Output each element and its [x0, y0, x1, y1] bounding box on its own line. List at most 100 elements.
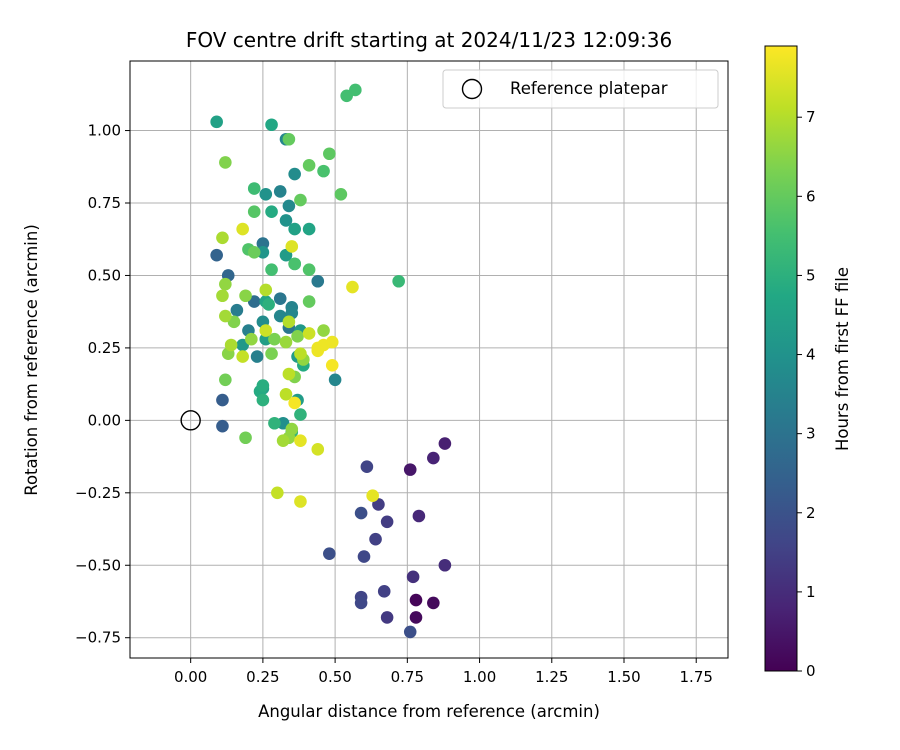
reference-layer: [180, 410, 201, 431]
scatter-point: [317, 164, 330, 178]
scatter-point: [288, 222, 301, 236]
colorbar: [764, 45, 798, 672]
colorbar-tick-label: 6: [806, 187, 816, 205]
scatter-point: [256, 393, 270, 407]
scatter-point: [294, 495, 307, 508]
scatter-point: [325, 335, 339, 349]
legend: Reference platepar: [442, 69, 719, 109]
scatter-point: [282, 315, 296, 329]
scatter-point: [369, 532, 382, 546]
scatter-point: [259, 188, 273, 201]
scatter-point: [250, 350, 264, 363]
scatter-point: [265, 263, 278, 276]
scatter-point: [325, 358, 339, 372]
colorbar-label: Hours from first FF file: [833, 267, 852, 451]
scatter-point: [216, 231, 229, 245]
scatter-point: [245, 332, 258, 346]
scatter-point: [302, 327, 316, 340]
scatter-point: [366, 489, 379, 503]
y-tick-label: 0.00: [88, 411, 121, 429]
scatter-point: [219, 156, 232, 169]
scatter-point: [247, 205, 261, 218]
scatter-point: [317, 324, 330, 337]
x-tick-label: 0.00: [174, 668, 207, 686]
colorbar-tick-label: 3: [806, 425, 816, 443]
points-layer: [210, 83, 452, 639]
scatter-point: [256, 379, 270, 392]
scatter-point: [438, 558, 452, 572]
legend-box: [442, 69, 719, 109]
scatter-point: [294, 434, 307, 447]
y-tick-label: 0.50: [88, 266, 121, 284]
scatter-point: [294, 408, 307, 421]
scatter-point: [377, 585, 391, 598]
scatter-point: [409, 611, 423, 624]
scatter-point: [412, 509, 426, 523]
scatter-point: [265, 118, 278, 132]
scatter-point: [323, 147, 336, 161]
y-tick-label: −0.25: [75, 484, 121, 502]
scatter-point: [403, 625, 417, 639]
scatter-point: [346, 280, 359, 294]
y-tick-label: 0.75: [88, 194, 121, 212]
scatter-point: [302, 263, 316, 276]
y-tick-label: −0.50: [75, 556, 121, 574]
x-tick-label: 1.25: [535, 668, 568, 686]
scatter-point: [236, 350, 249, 363]
scatter-point: [210, 248, 223, 262]
reference-platepar-marker: [180, 410, 201, 431]
scatter-point: [354, 506, 368, 520]
scatter-point: [302, 159, 316, 172]
scatter-point: [328, 373, 342, 387]
scatter-point: [438, 437, 452, 450]
scatter-point: [265, 205, 278, 218]
scatter-point: [288, 257, 301, 271]
scatter-point: [380, 515, 394, 529]
scatter-point: [349, 83, 362, 97]
scatter-point: [392, 274, 405, 288]
scatter-point: [380, 611, 394, 624]
scatter-point: [259, 332, 273, 346]
scatter-point: [311, 274, 325, 288]
colorbar-tick-label: 1: [806, 583, 816, 601]
scatter-point: [323, 547, 336, 560]
scatter-point: [224, 338, 238, 352]
colorbar-tick-label: 7: [806, 108, 816, 126]
y-axis-ticks: −0.75 −0.50 −0.25 0.00 0.25 0.50 0.75 1.00: [75, 122, 130, 647]
scatter-point: [219, 373, 232, 387]
scatter-point: [282, 199, 296, 213]
colorbar-ticks: 0 1 2 3 4 5 6 7: [797, 108, 816, 680]
scatter-point: [268, 416, 281, 430]
scatter-point: [294, 193, 307, 207]
x-tick-label: 0.50: [318, 668, 351, 686]
scatter-point: [276, 434, 290, 447]
scatter-point: [294, 347, 307, 361]
scatter-point: [354, 596, 368, 610]
x-tick-label: 1.50: [607, 668, 640, 686]
x-tick-label: 1.00: [463, 668, 496, 686]
colorbar-tick-label: 2: [806, 504, 816, 522]
scatter-point: [285, 240, 299, 253]
scatter-point: [357, 550, 371, 563]
legend-marker-icon: [461, 78, 483, 100]
colorbar-tick-label: 0: [806, 662, 816, 680]
scatter-point: [334, 188, 348, 201]
scatter-point: [210, 115, 223, 129]
scatter-point: [406, 570, 420, 584]
scatter-point: [216, 289, 229, 303]
scatter-point: [403, 463, 417, 476]
grid-layer: [130, 61, 728, 658]
scatter-point: [302, 222, 316, 236]
scatter-point: [247, 245, 261, 259]
scatter-point: [285, 422, 299, 436]
scatter-point: [282, 367, 296, 381]
scatter-point: [256, 245, 270, 259]
scatter-point: [259, 324, 273, 337]
y-tick-label: 0.25: [88, 339, 121, 357]
scatter-point: [427, 451, 440, 465]
scatter-point: [256, 237, 270, 250]
scatter-point: [259, 283, 273, 297]
y-tick-label: −0.75: [75, 629, 121, 647]
